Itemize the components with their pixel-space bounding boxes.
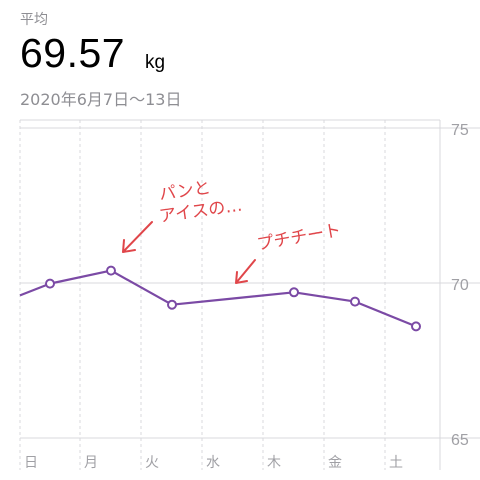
annotation-arrow-2 [235, 259, 256, 284]
x-tick-label: 日 [24, 455, 38, 471]
chart-series [19, 265, 421, 332]
unit-label: kg [145, 52, 166, 73]
chart-axis-labels: 75 70 65 日 月 火 水 木 金 土 [24, 122, 469, 471]
y-tick-label: 65 [451, 432, 469, 449]
average-value: 69.57 [20, 30, 126, 76]
series-line [19, 269, 417, 328]
annotation-text-2: プチチート [255, 220, 342, 254]
x-tick-label: 水 [206, 455, 220, 471]
x-tick-label: 月 [84, 455, 98, 471]
data-point [167, 299, 177, 310]
y-tick-label: 70 [451, 277, 469, 294]
annotation-arrow-1 [122, 221, 153, 253]
average-label: 平均 [20, 12, 48, 28]
data-point [45, 278, 55, 289]
x-tick-label: 土 [389, 455, 403, 471]
y-tick-label: 75 [451, 122, 469, 139]
date-range: 2020年6月7日〜13日 [20, 90, 182, 109]
x-tick-label: 木 [267, 455, 281, 471]
data-point [350, 296, 360, 307]
chart-grid [19, 119, 480, 470]
x-tick-label: 火 [145, 455, 159, 471]
data-point [106, 265, 116, 276]
x-tick-label: 金 [328, 455, 342, 471]
data-point [289, 287, 299, 298]
data-point [411, 321, 421, 332]
